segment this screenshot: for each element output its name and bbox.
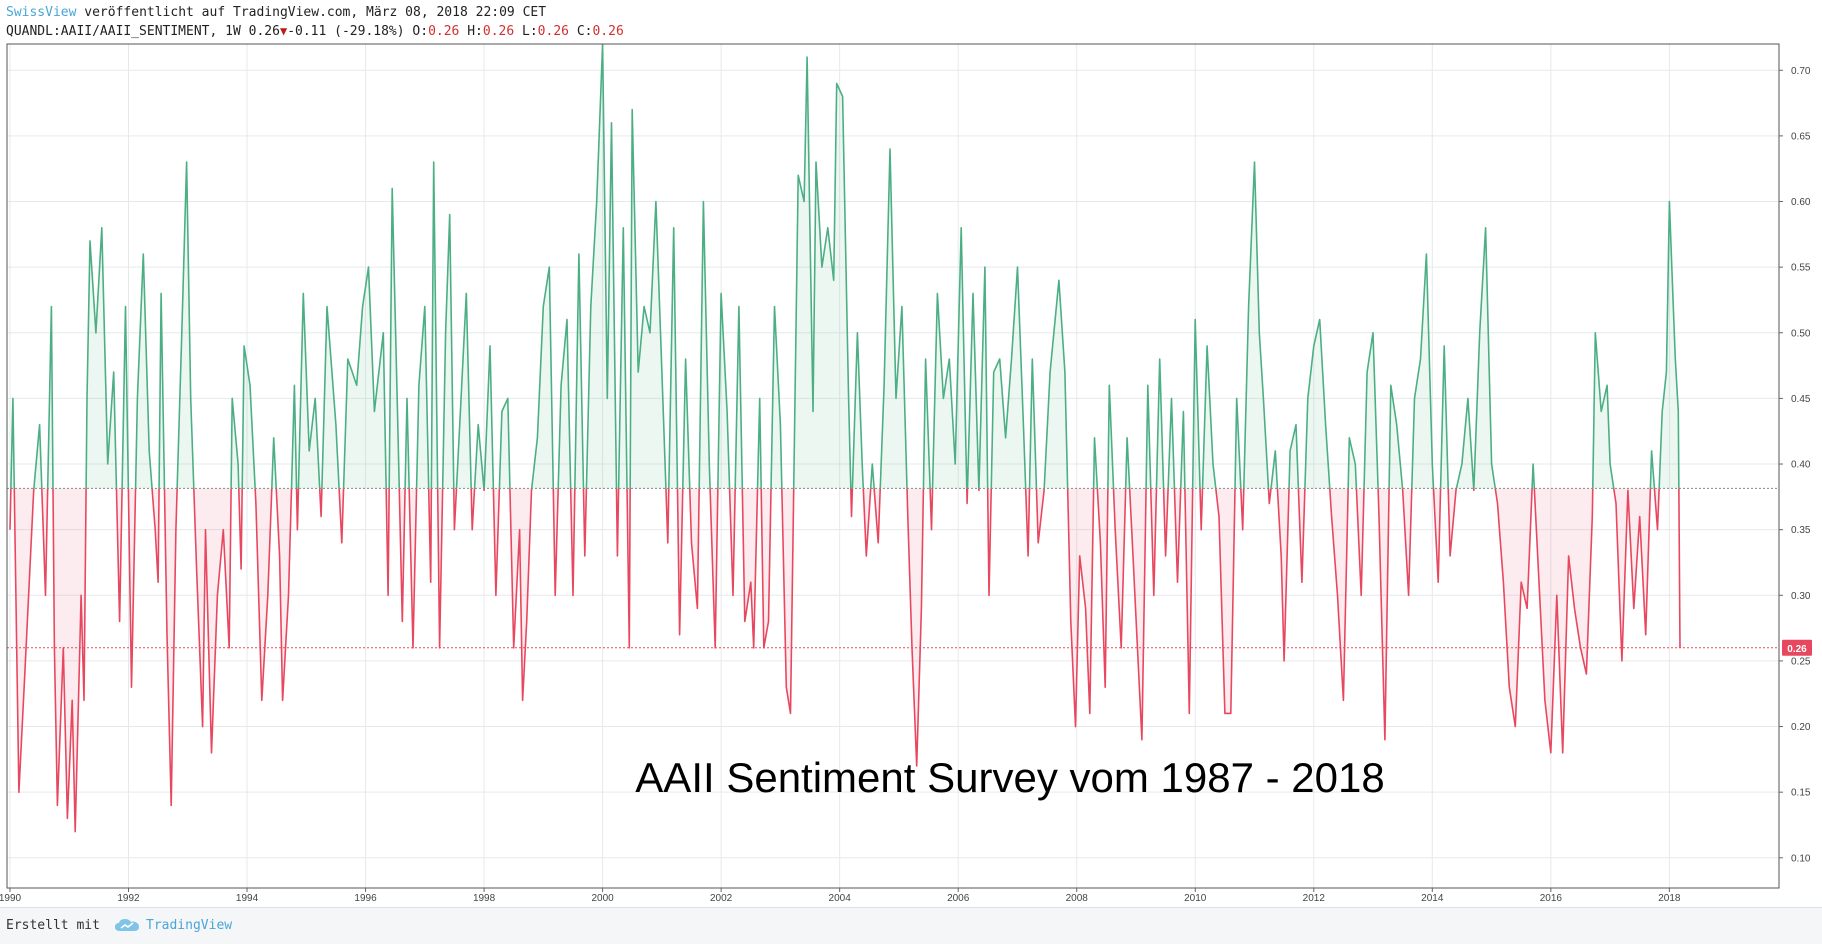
chart-header: SwissView veröffentlicht auf TradingView…: [6, 4, 624, 41]
y-tick-label: 0.25: [1791, 656, 1811, 667]
chart-title: AAII Sentiment Survey vom 1987 - 2018: [635, 754, 1384, 801]
y-tick-label: 0.55: [1791, 263, 1811, 274]
y-tick-label: 0.60: [1791, 197, 1811, 208]
x-tick-label: 1992: [117, 893, 140, 904]
x-tick-label: 2012: [1303, 893, 1326, 904]
x-tick-label: 1994: [236, 893, 259, 904]
x-tick-label: 2002: [710, 893, 733, 904]
tradingview-brand-link[interactable]: TradingView: [146, 918, 233, 933]
y-tick-label: 0.35: [1791, 525, 1811, 536]
made-with-label: Erstellt mit: [6, 918, 100, 933]
y-tick-label: 0.45: [1791, 394, 1811, 405]
last-value: 0.26: [248, 24, 280, 39]
x-tick-label: 2000: [591, 893, 614, 904]
x-tick-label: 2006: [947, 893, 970, 904]
y-axis[interactable]: 0.10 0.15 0.20 0.25 0.30 0.35 0.40 0.45 0.50 0.55…: [1779, 66, 1811, 865]
last-value-badge-label: 0.26: [1787, 644, 1807, 655]
open-label: O:: [412, 24, 429, 39]
y-tick-label: 0.20: [1791, 722, 1811, 733]
x-tick-label: 2016: [1540, 893, 1563, 904]
area-below-baseline: [10, 488, 1680, 832]
y-tick-label: 0.65: [1791, 131, 1811, 142]
sentiment-chart[interactable]: 1990 1992 1994 1996 1998 2000 2002 2004 2006 2008…: [0, 0, 1822, 907]
x-tick-label: 2018: [1658, 893, 1681, 904]
footer-bar: Erstellt mit TradingView: [0, 907, 1822, 944]
x-tick-label: 1996: [354, 893, 377, 904]
close-value: 0.26: [592, 24, 624, 39]
x-tick-label: 1998: [473, 893, 496, 904]
x-tick-label: 2014: [1421, 893, 1444, 904]
symbol-name[interactable]: QUANDL:AAII/AAII_SENTIMENT, 1W: [6, 24, 241, 39]
area-above-baseline: [10, 44, 1680, 489]
symbol-line: QUANDL:AAII/AAII_SENTIMENT, 1W 0.26▼-0.1…: [6, 22, 624, 41]
line-above-baseline: [10, 44, 1680, 489]
low-label: L:: [522, 24, 538, 39]
author-link[interactable]: SwissView: [6, 5, 77, 20]
high-label: H:: [467, 24, 483, 39]
x-tick-label: 2004: [829, 893, 852, 904]
y-tick-label: 0.70: [1791, 66, 1811, 77]
y-tick-label: 0.30: [1791, 591, 1811, 602]
tradingview-cloud-icon[interactable]: [114, 917, 140, 933]
plot-border: [6, 43, 1780, 889]
plot-area: [9, 44, 1681, 833]
line-below-baseline: [9, 488, 1681, 833]
x-tick-label: 2008: [1066, 893, 1089, 904]
high-value: 0.26: [482, 24, 515, 39]
y-tick-label: 0.40: [1791, 460, 1811, 471]
open-value: 0.26: [428, 24, 460, 39]
y-tick-label: 0.15: [1791, 788, 1811, 799]
publish-line: SwissView veröffentlicht auf TradingView…: [6, 4, 624, 22]
low-value: 0.26: [537, 24, 569, 39]
y-tick-label: 0.50: [1791, 328, 1811, 339]
publish-info: veröffentlicht auf TradingView.com, März…: [84, 5, 547, 20]
y-tick-label: 0.10: [1791, 853, 1811, 864]
x-tick-label: 1990: [0, 893, 22, 904]
down-triangle-icon: ▼: [279, 24, 288, 38]
change-value: -0.11 (-29.18%): [287, 24, 405, 39]
x-axis: 1990 1992 1994 1996 1998 2000 2002 2004 2006 2008…: [0, 888, 1681, 904]
close-label: C:: [576, 24, 593, 39]
x-tick-label: 2010: [1184, 893, 1207, 904]
last-value-badge: 0.26: [1782, 639, 1812, 656]
